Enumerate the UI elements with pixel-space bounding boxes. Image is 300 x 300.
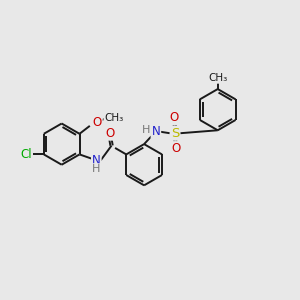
Text: O: O: [171, 142, 180, 155]
Text: O: O: [93, 116, 102, 128]
Text: CH₃: CH₃: [208, 73, 227, 83]
Text: O: O: [170, 111, 179, 124]
Text: S: S: [171, 127, 179, 140]
Text: CH₃: CH₃: [104, 112, 124, 123]
Text: O: O: [105, 127, 115, 140]
Text: N: N: [92, 154, 101, 167]
Text: N: N: [152, 125, 160, 138]
Text: H: H: [92, 164, 100, 174]
Text: H: H: [141, 125, 150, 135]
Text: Cl: Cl: [20, 148, 32, 161]
